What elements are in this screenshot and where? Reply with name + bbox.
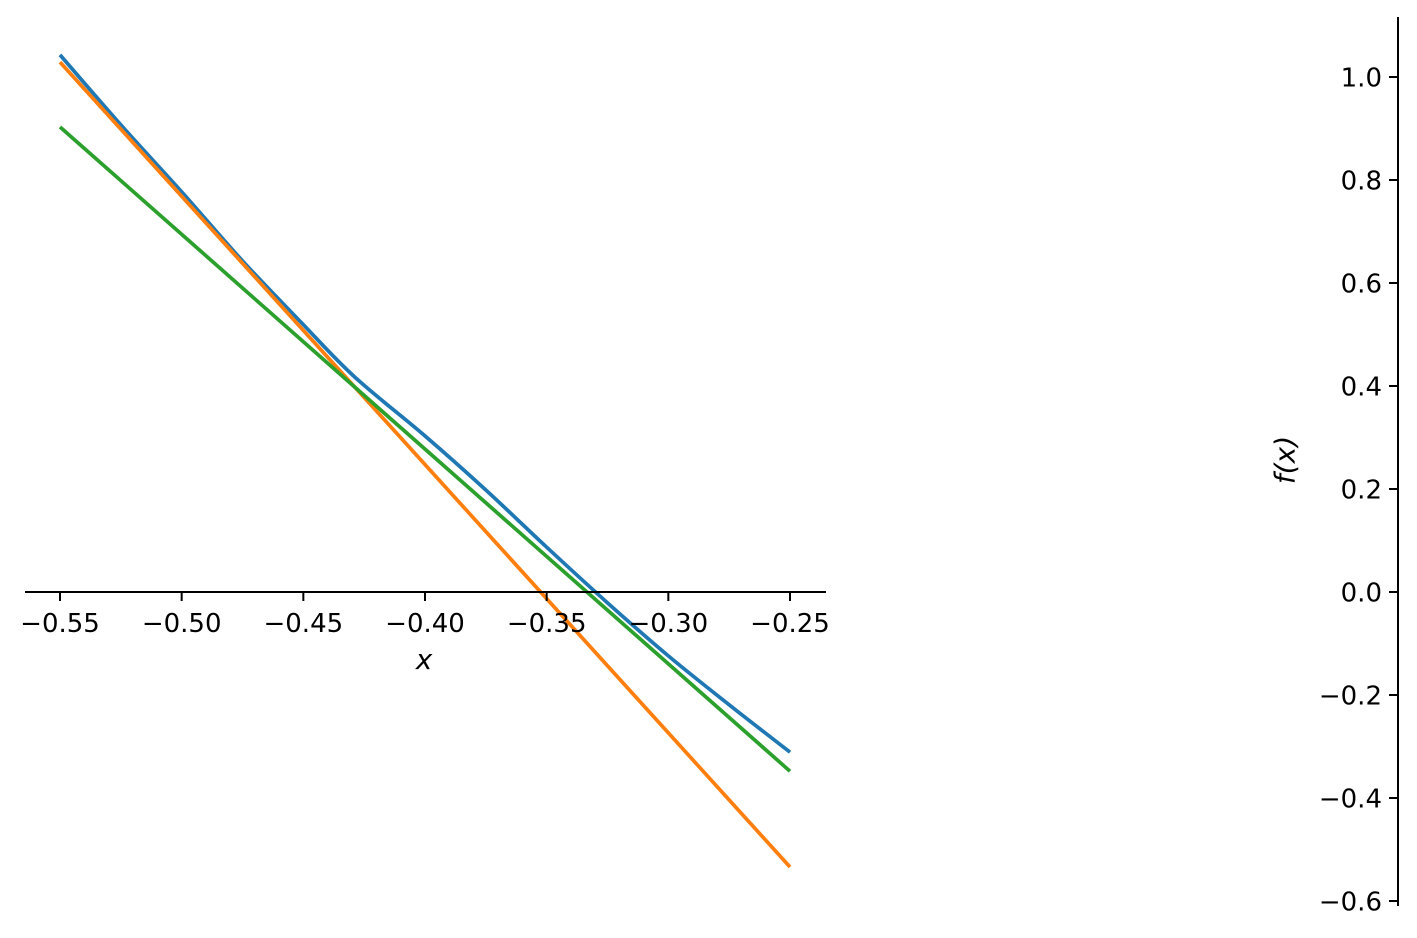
x-tick-label: −0.35 <box>507 609 587 639</box>
x-tick-label: −0.50 <box>142 609 222 639</box>
y-tick-label: −0.6 <box>1319 888 1382 918</box>
series-line-green <box>58 125 792 773</box>
x-tick-label: −0.45 <box>263 609 343 639</box>
x-tick-label: −0.30 <box>628 609 708 639</box>
x-tick-label: −0.40 <box>385 609 465 639</box>
y-tick-label: 0.6 <box>1341 270 1382 300</box>
y-tick-label: 0.2 <box>1341 476 1382 506</box>
y-tick-label: 1.0 <box>1341 64 1382 94</box>
y-tick-label: 0.8 <box>1341 167 1382 197</box>
y-tick-label: 0.4 <box>1341 373 1382 403</box>
axes-layer: −0.55 −0.50 −0.45 −0.40 −0.35 −0.30 −0.25 1.0 0.… <box>20 17 1399 918</box>
x-axis-title: x <box>415 643 433 676</box>
x-tick-label: −0.55 <box>20 609 100 639</box>
series-layer <box>58 53 792 869</box>
y-tick-label: −0.4 <box>1319 785 1382 815</box>
y-tick-label: 0.0 <box>1341 579 1382 609</box>
x-tick-label: −0.25 <box>750 609 830 639</box>
y-tick-label: −0.2 <box>1319 682 1382 712</box>
series-line-orange <box>58 60 792 869</box>
y-axis-title: f(x) <box>1269 436 1302 484</box>
series-f-curve-blue <box>58 53 792 754</box>
